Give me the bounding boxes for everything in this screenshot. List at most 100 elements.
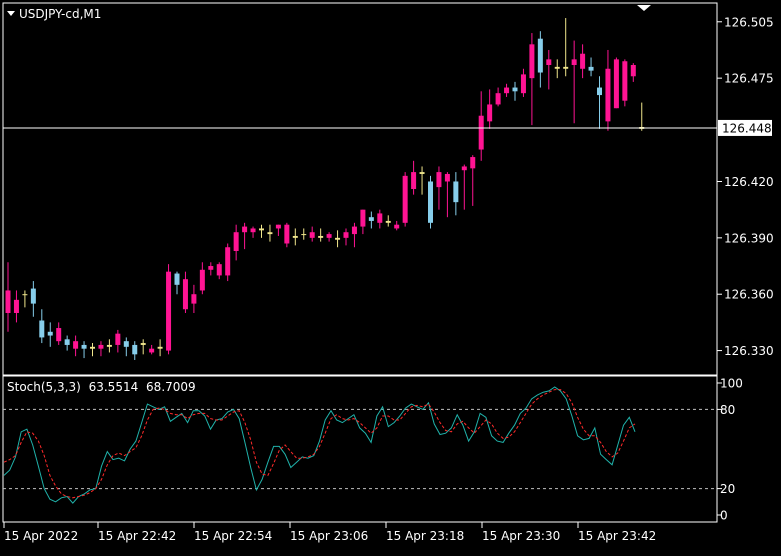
time-tick-label: 15 Apr 23:06 xyxy=(290,529,368,543)
candle-body xyxy=(275,224,281,229)
candle-body xyxy=(242,226,248,233)
candle xyxy=(588,57,594,77)
symbol-header[interactable]: USDJPY-cd,M1 xyxy=(7,7,101,21)
candle xyxy=(529,33,535,126)
time-tick-label: 15 Apr 23:18 xyxy=(386,529,464,543)
candle-body xyxy=(106,344,112,347)
candle-body xyxy=(377,213,383,223)
candle xyxy=(537,31,543,88)
candle-body xyxy=(597,87,602,96)
candle xyxy=(487,89,493,129)
candle xyxy=(597,76,602,129)
candle xyxy=(106,339,112,353)
stochastic-axis: 100 80 20 0 xyxy=(717,377,743,523)
candle-body xyxy=(191,294,197,304)
candle xyxy=(22,290,28,308)
candle xyxy=(495,87,501,107)
price-axis: 126.505 126.475 126.448 126.420 126.390 126.3… xyxy=(717,15,774,358)
stochastic-lines xyxy=(3,386,636,504)
candle xyxy=(554,59,560,79)
candle xyxy=(520,68,526,97)
stochastic-tick-label: 20 xyxy=(720,482,735,496)
candle xyxy=(182,271,188,313)
candle xyxy=(174,271,180,295)
candle-body xyxy=(5,290,11,313)
candle xyxy=(351,222,357,248)
candle-body xyxy=(385,220,391,223)
stochastic-legend: Stoch(5,3,3) 63.5514 68.7009 xyxy=(7,380,196,394)
candle xyxy=(301,228,307,240)
chart-shift-marker-icon[interactable] xyxy=(637,5,651,11)
candle xyxy=(39,309,45,344)
candle-body xyxy=(149,348,155,353)
candle xyxy=(166,264,172,355)
candle-body xyxy=(436,172,442,188)
candle xyxy=(478,91,484,161)
candle xyxy=(90,343,95,357)
time-tick-label: 15 Apr 2022 xyxy=(4,529,78,543)
candle-body xyxy=(478,115,484,150)
candle-body xyxy=(605,68,611,122)
candle xyxy=(64,335,70,351)
candle-body xyxy=(284,224,290,244)
candle xyxy=(216,262,222,280)
candle-body xyxy=(428,181,433,223)
candle xyxy=(613,57,619,109)
candle-body xyxy=(309,232,315,238)
candle xyxy=(208,262,214,276)
stochastic-tick-label: 100 xyxy=(720,377,743,391)
candle-body xyxy=(225,247,231,276)
candle xyxy=(30,281,36,317)
price-tick-label: 126.420 xyxy=(724,175,774,189)
candle xyxy=(622,59,628,107)
candle-body xyxy=(343,232,349,238)
candle xyxy=(343,228,349,246)
stochastic-panel[interactable]: 100 80 20 0 Stoch(5,3,3) 63.5514 68.7009 xyxy=(2,375,743,523)
candle-body xyxy=(444,173,450,182)
candle xyxy=(546,49,552,90)
candle-body xyxy=(157,346,163,349)
candle-body xyxy=(56,328,62,342)
candle xyxy=(470,155,476,206)
candle xyxy=(436,166,442,210)
candle-body xyxy=(166,271,172,351)
candle xyxy=(81,341,87,359)
candle xyxy=(385,215,391,227)
candle xyxy=(284,222,290,248)
candle xyxy=(242,222,248,250)
candle-body xyxy=(368,217,374,221)
candle xyxy=(73,335,79,357)
stochastic-tick-label: 0 xyxy=(720,509,728,523)
candle-body xyxy=(81,344,87,349)
candle xyxy=(149,344,155,355)
candle-body xyxy=(98,344,104,349)
candle-body xyxy=(411,172,417,189)
collapse-triangle-icon[interactable] xyxy=(7,11,15,16)
price-tick-label: 126.360 xyxy=(724,288,774,302)
candle-body xyxy=(520,74,526,94)
candle-body xyxy=(318,235,324,238)
candle xyxy=(98,341,104,357)
candle-body xyxy=(73,341,79,349)
candle xyxy=(292,228,298,246)
stochastic-signal-value: 68.7009 xyxy=(146,380,196,394)
candle-body xyxy=(504,87,510,94)
candle-body xyxy=(123,341,129,347)
price-panel[interactable]: 126.505 126.475 126.448 126.420 126.390 126.3… xyxy=(2,2,774,376)
candle xyxy=(512,81,518,101)
current-price-tag xyxy=(718,119,772,136)
candle xyxy=(250,226,256,238)
candle-body xyxy=(22,294,28,296)
candle-body xyxy=(360,209,366,227)
candle-body xyxy=(174,273,180,285)
candle xyxy=(563,18,569,77)
candle-body xyxy=(199,269,205,291)
time-tick-label: 15 Apr 23:42 xyxy=(578,529,656,543)
price-tick-label: 126.505 xyxy=(724,15,774,29)
candle xyxy=(453,172,459,216)
candle xyxy=(309,226,315,242)
candle-body xyxy=(613,59,619,109)
candle xyxy=(335,230,341,248)
